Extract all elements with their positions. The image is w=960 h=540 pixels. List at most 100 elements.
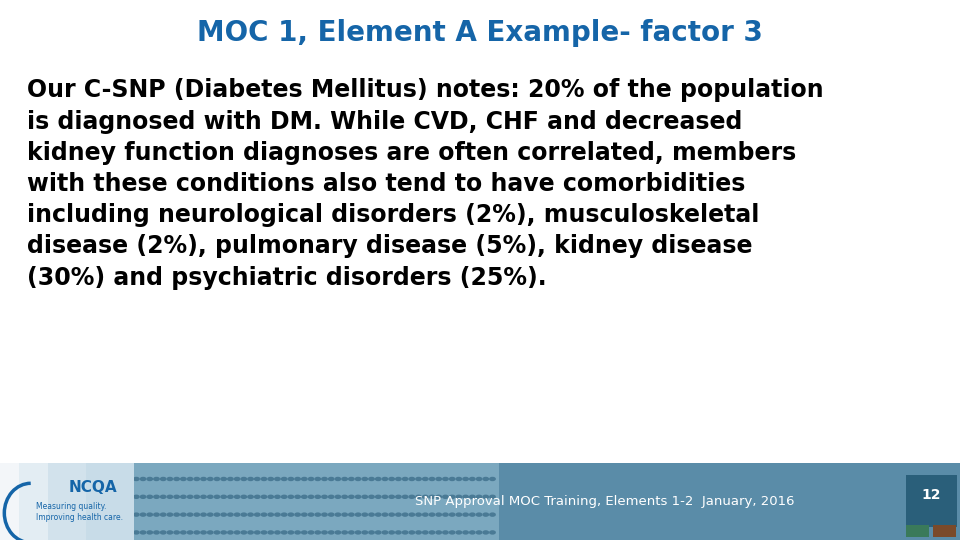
- Circle shape: [335, 477, 341, 481]
- Circle shape: [127, 495, 132, 498]
- Circle shape: [248, 477, 253, 481]
- Circle shape: [469, 531, 475, 534]
- Circle shape: [275, 477, 280, 481]
- Circle shape: [382, 495, 388, 498]
- Circle shape: [281, 495, 287, 498]
- Circle shape: [382, 477, 388, 481]
- Circle shape: [154, 495, 159, 498]
- Circle shape: [261, 531, 267, 534]
- Bar: [906, 475, 957, 526]
- Circle shape: [315, 531, 321, 534]
- Circle shape: [268, 477, 274, 481]
- Circle shape: [463, 495, 468, 498]
- Circle shape: [490, 477, 495, 481]
- Circle shape: [174, 495, 180, 498]
- Circle shape: [449, 495, 455, 498]
- Circle shape: [422, 513, 428, 516]
- Circle shape: [228, 513, 233, 516]
- Text: MOC 1, Element A Example- factor 3: MOC 1, Element A Example- factor 3: [197, 19, 763, 47]
- Circle shape: [228, 531, 233, 534]
- Circle shape: [422, 477, 428, 481]
- Circle shape: [187, 531, 193, 534]
- Text: Measuring quality.: Measuring quality.: [36, 502, 107, 511]
- Circle shape: [449, 531, 455, 534]
- Circle shape: [456, 477, 462, 481]
- Circle shape: [335, 513, 341, 516]
- Circle shape: [187, 477, 193, 481]
- Circle shape: [436, 477, 442, 481]
- Circle shape: [234, 513, 240, 516]
- Circle shape: [295, 477, 300, 481]
- Circle shape: [147, 531, 153, 534]
- Circle shape: [301, 531, 307, 534]
- Circle shape: [362, 531, 368, 534]
- Circle shape: [154, 513, 159, 516]
- Bar: [0, 463, 48, 540]
- Circle shape: [248, 495, 253, 498]
- Circle shape: [375, 495, 381, 498]
- Circle shape: [483, 513, 489, 516]
- Circle shape: [174, 477, 180, 481]
- Circle shape: [201, 477, 206, 481]
- Circle shape: [241, 513, 247, 516]
- Circle shape: [409, 495, 415, 498]
- Circle shape: [174, 513, 180, 516]
- Circle shape: [449, 477, 455, 481]
- Circle shape: [443, 531, 448, 534]
- Circle shape: [429, 477, 435, 481]
- Circle shape: [328, 495, 334, 498]
- Circle shape: [490, 495, 495, 498]
- Circle shape: [422, 495, 428, 498]
- Circle shape: [396, 477, 401, 481]
- Circle shape: [201, 495, 206, 498]
- Circle shape: [443, 495, 448, 498]
- Circle shape: [335, 531, 341, 534]
- Circle shape: [268, 513, 274, 516]
- Circle shape: [221, 531, 227, 534]
- Circle shape: [275, 513, 280, 516]
- Circle shape: [241, 531, 247, 534]
- Circle shape: [288, 531, 294, 534]
- Circle shape: [133, 477, 139, 481]
- Circle shape: [234, 531, 240, 534]
- Circle shape: [409, 477, 415, 481]
- Circle shape: [214, 513, 220, 516]
- Circle shape: [322, 477, 327, 481]
- Circle shape: [409, 531, 415, 534]
- Circle shape: [342, 513, 348, 516]
- Circle shape: [241, 495, 247, 498]
- Circle shape: [342, 531, 348, 534]
- Circle shape: [409, 513, 415, 516]
- Circle shape: [315, 513, 321, 516]
- Circle shape: [167, 477, 173, 481]
- Circle shape: [214, 495, 220, 498]
- Circle shape: [456, 531, 462, 534]
- Circle shape: [308, 513, 314, 516]
- Circle shape: [463, 513, 468, 516]
- Circle shape: [389, 495, 395, 498]
- Circle shape: [348, 477, 354, 481]
- Circle shape: [228, 477, 233, 481]
- Circle shape: [207, 477, 213, 481]
- Circle shape: [469, 495, 475, 498]
- Circle shape: [362, 495, 368, 498]
- Circle shape: [396, 513, 401, 516]
- Circle shape: [375, 513, 381, 516]
- Circle shape: [275, 495, 280, 498]
- Circle shape: [180, 513, 186, 516]
- Circle shape: [234, 495, 240, 498]
- Circle shape: [167, 513, 173, 516]
- Circle shape: [315, 477, 321, 481]
- Circle shape: [214, 531, 220, 534]
- Circle shape: [194, 513, 200, 516]
- Circle shape: [147, 477, 153, 481]
- Circle shape: [154, 531, 159, 534]
- Circle shape: [187, 495, 193, 498]
- Circle shape: [483, 477, 489, 481]
- Circle shape: [133, 531, 139, 534]
- Circle shape: [348, 495, 354, 498]
- Circle shape: [268, 495, 274, 498]
- Circle shape: [469, 477, 475, 481]
- Circle shape: [402, 531, 408, 534]
- Circle shape: [281, 513, 287, 516]
